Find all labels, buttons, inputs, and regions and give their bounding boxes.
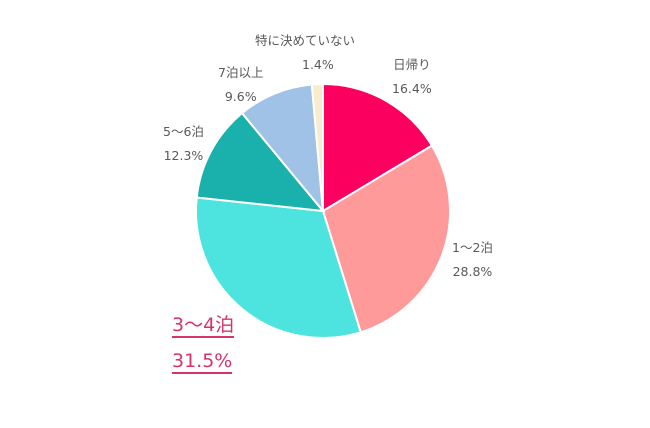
label-5to6-name: 5〜6泊 bbox=[163, 124, 204, 139]
label-undecided-pct: 1.4% bbox=[302, 57, 334, 72]
label-3to4-name: 3〜4泊 bbox=[172, 314, 235, 338]
label-1to2-pct: 28.8% bbox=[452, 264, 493, 279]
label-7plus-name: 7泊以上 bbox=[218, 65, 264, 80]
pie-slice-2 bbox=[195, 196, 362, 339]
pie-slice-4 bbox=[240, 83, 325, 215]
label-5to6-pct: 12.3% bbox=[163, 148, 204, 163]
pie-slice-5 bbox=[310, 82, 324, 212]
label-7plus-pct: 9.6% bbox=[224, 89, 257, 104]
label-higaeri-pct: 16.4% bbox=[392, 81, 432, 96]
label-higaeri: 日帰り 16.4% bbox=[392, 57, 432, 97]
label-1to2-name: 1〜2泊 bbox=[452, 240, 493, 255]
label-1to2: 1〜2泊 28.8% bbox=[452, 240, 493, 280]
label-5to6: 5〜6泊 12.3% bbox=[163, 124, 204, 164]
label-undecided-pct-wrap: 1.4% bbox=[302, 57, 334, 73]
label-3to4-highlight: 3〜4泊 31.5% bbox=[172, 314, 235, 374]
label-undecided-name: 特に決めていない bbox=[255, 33, 356, 48]
pie-slice-3 bbox=[195, 111, 326, 213]
pie-slice-1 bbox=[321, 144, 451, 334]
label-3to4-pct: 31.5% bbox=[172, 350, 233, 374]
label-7plus: 7泊以上 9.6% bbox=[218, 65, 263, 105]
label-higaeri-name: 日帰り bbox=[393, 57, 431, 72]
label-undecided: 特に決めていない bbox=[255, 33, 355, 57]
pie-slice-0 bbox=[322, 82, 434, 213]
